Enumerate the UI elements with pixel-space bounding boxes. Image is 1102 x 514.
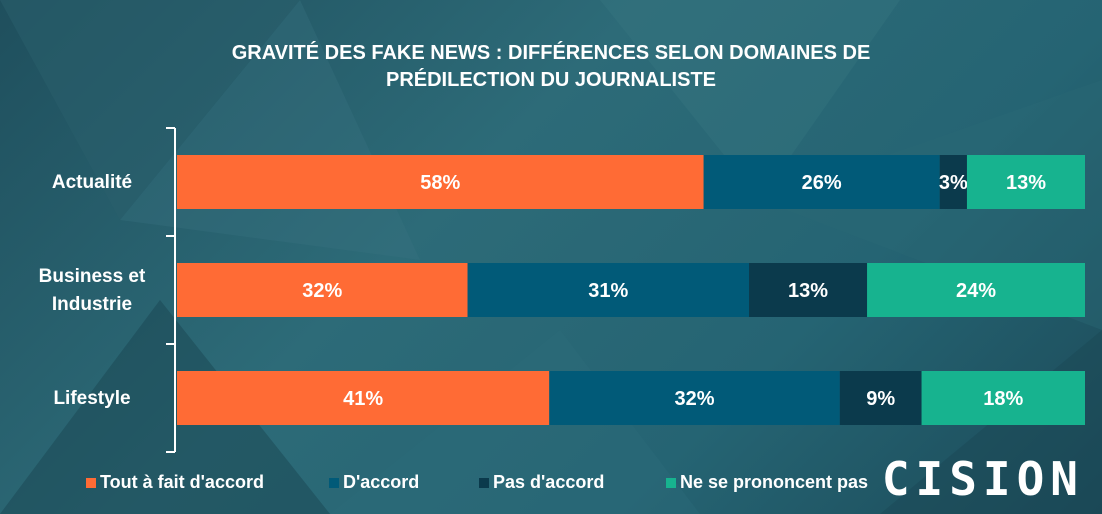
bar-segment [966,155,1085,209]
category-label-line: Actualité [52,172,132,193]
bar-segment [177,155,704,209]
data-label: 58% [420,172,460,194]
bar-segment [177,371,550,425]
data-label: 13% [788,280,828,302]
bar-segment [939,155,967,209]
category-label-line: Lifestyle [53,388,130,409]
bar-segment [749,263,868,317]
bar-segment [549,371,840,425]
bar-segment [703,155,940,209]
category-label-line: Business et [39,266,146,287]
cision-logo: CISION [881,452,1084,506]
category-label: Actualité [52,172,132,193]
data-label: 32% [675,388,715,410]
data-label: 18% [983,388,1023,410]
category-label: Business et Industrie [39,266,146,315]
legend-item-pas-d-accord: Pas d'accord [479,472,666,493]
bar-segment [467,263,750,317]
data-label: 9% [866,388,895,410]
data-label: 32% [302,280,342,302]
data-label: 26% [802,172,842,194]
legend-item-d-accord: D'accord [329,472,479,493]
legend-swatch-ne-se-prononcent [666,477,676,488]
legend-label-pas-d-accord: Pas d'accord [493,472,605,492]
bar-segment [921,371,1085,425]
chart-title-line-1: GRAVITÉ DES FAKE NEWS : DIFFÉRENCES SELO… [231,42,871,64]
legend-label-ne-se-prononcent: Ne se prononcent pas [680,472,869,492]
category-label: Lifestyle [53,388,130,409]
legend-swatch-tout-a-fait [86,477,96,488]
category-label-line: Industrie [52,294,132,315]
legend-label-tout-a-fait: Tout à fait d'accord [100,472,264,492]
bar-segment [839,371,922,425]
bar-segment [867,263,1085,317]
chart-title-line-2: PRÉDILECTION DU JOURNALISTE [385,69,717,91]
legend-swatch-pas-d-accord [479,477,489,488]
data-label: 41% [343,388,383,410]
legend-swatch-d-accord [329,477,339,488]
data-label: 13% [1006,172,1046,194]
data-label: 3% [939,172,968,194]
legend-item-ne-se-prononcent: Ne se prononcent pas [666,472,868,493]
data-label: 31% [588,280,628,302]
chart-title: GRAVITÉ DES FAKE NEWS : DIFFÉRENCES SELO… [0,40,1102,94]
legend-item-tout-a-fait: Tout à fait d'accord [86,472,329,493]
legend-label-d-accord: D'accord [343,472,420,492]
bar-segment [177,263,468,317]
legend: Tout à fait d'accord D'accord Pas d'acco… [86,472,868,493]
data-label: 24% [956,280,996,302]
